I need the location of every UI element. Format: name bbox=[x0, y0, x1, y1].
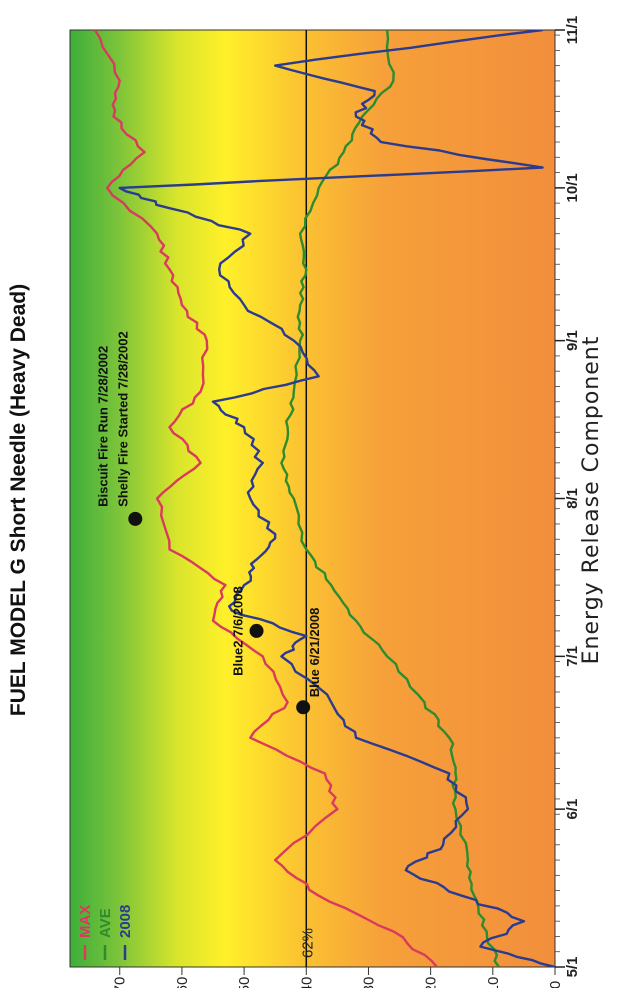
y-tick-label: 20 bbox=[423, 977, 440, 988]
series-line-max bbox=[93, 30, 438, 967]
reference-line-label: 62% bbox=[299, 928, 316, 958]
x-tick-label: 6/1 bbox=[564, 799, 581, 820]
legend-label-ave: AVE bbox=[97, 908, 114, 938]
y-tick-label: 0 bbox=[547, 981, 564, 988]
x-axis-ticks: 5/1 6/1 7/1 8/1 9/1 10/1 11/1 bbox=[555, 16, 581, 978]
y-axis-ticks: 0 10 20 30 40 50 60 70 bbox=[112, 967, 564, 988]
y-tick-label: 70 bbox=[112, 977, 129, 988]
y-tick-label: 40 bbox=[298, 977, 315, 988]
x-tick-label: 8/1 bbox=[564, 488, 581, 509]
series-group bbox=[93, 30, 555, 967]
x-axis-title: FUEL MODEL G Short Needle (Heavy Dead) bbox=[7, 284, 30, 716]
annotation-label: Biscuit Fire Run 7/28/2002 bbox=[95, 346, 110, 507]
legend: MAX AVE 2008 bbox=[77, 905, 134, 960]
y-tick-label: 60 bbox=[174, 977, 191, 988]
y-tick-label: 30 bbox=[360, 977, 377, 988]
annotation-point bbox=[128, 511, 143, 526]
x-tick-label: 11/1 bbox=[564, 16, 581, 44]
x-tick-label: 10/1 bbox=[564, 173, 581, 202]
annotation-label: Blue2 7/6/2008 bbox=[231, 586, 246, 676]
annotation-group: Blue 6/21/2008 Blue2 7/6/2008 Biscuit Fire… bbox=[95, 331, 322, 715]
annotation-label: Blue 6/21/2008 bbox=[307, 608, 322, 698]
y-axis-title: Energy Release Component bbox=[579, 336, 604, 665]
annotation-point bbox=[249, 623, 264, 638]
x-tick-label: 9/1 bbox=[564, 330, 581, 351]
x-tick-label: 7/1 bbox=[564, 646, 581, 667]
annotation-label: Shelly Fire Started 7/28/2002 bbox=[115, 331, 130, 507]
reference-line-group: 62% bbox=[299, 30, 316, 967]
x-tick-label: 5/1 bbox=[564, 957, 581, 978]
y-tick-label: 10 bbox=[485, 977, 502, 988]
series-line-ave bbox=[280, 30, 500, 967]
y-tick-label: 50 bbox=[236, 977, 253, 988]
series-line-2008 bbox=[118, 30, 555, 967]
legend-label-max: MAX bbox=[77, 905, 94, 938]
annotation-point bbox=[296, 700, 311, 715]
legend-label-2008: 2008 bbox=[117, 905, 134, 938]
